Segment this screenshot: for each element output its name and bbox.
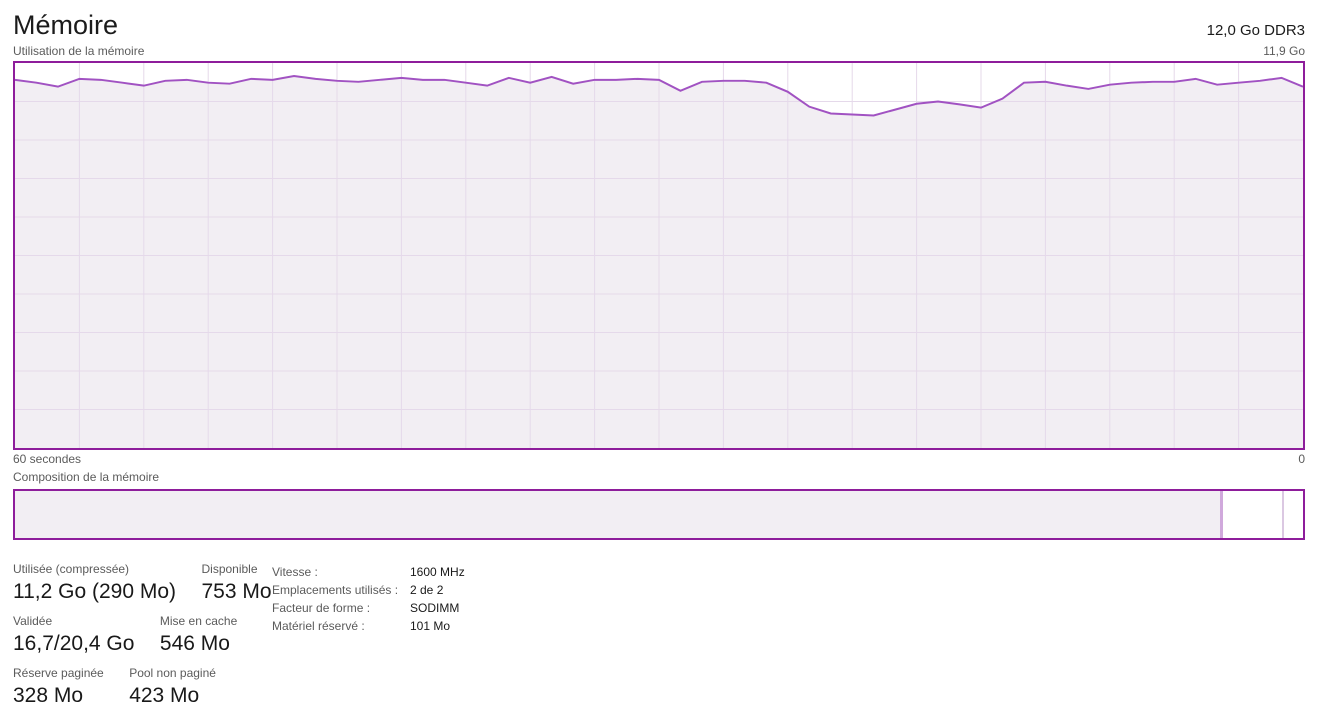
- detail-value: 1600 MHz: [410, 565, 465, 579]
- detail-label: Facteur de forme :: [272, 601, 371, 615]
- stat-value: 423 Mo: [129, 684, 200, 707]
- composition-segment-en-cours-d-utilisation: [15, 491, 1220, 538]
- composition-divider: [1281, 491, 1284, 538]
- stat-value: 328 Mo: [13, 684, 84, 707]
- memory-stats-area: Utilisée (compressée) 11,2 Go (290 Mo) D…: [13, 562, 1305, 708]
- composition-segment-libre: [1284, 491, 1303, 538]
- memory-stats: Utilisée (compressée) 11,2 Go (290 Mo) D…: [13, 562, 1305, 708]
- stat-label: Utilisée (compressée): [13, 562, 130, 576]
- stat-row: Validée 16,7/20,4 Go Mise en cache 546 M…: [13, 614, 1305, 656]
- detail-label: Matériel réservé :: [272, 619, 365, 633]
- composition-segment-en-attente: [1223, 491, 1282, 538]
- composition-label: Composition de la mémoire: [13, 470, 160, 484]
- detail-slots-used: Emplacements utilisés : 2 de 2: [272, 581, 465, 599]
- memory-capacity: 12,0 Go DDR3: [1206, 22, 1305, 39]
- memory-usage-graph[interactable]: [13, 61, 1305, 450]
- detail-label: Vitesse :: [272, 565, 318, 579]
- stat-row: Réserve paginée 328 Mo Pool non paginé 4…: [13, 666, 1305, 708]
- stat-paged-pool: Réserve paginée 328 Mo: [13, 666, 104, 708]
- memory-composition-bar[interactable]: [13, 489, 1305, 540]
- header: Mémoire 12,0 Go DDR3: [13, 6, 1305, 42]
- stat-committed: Validée 16,7/20,4 Go: [13, 614, 134, 656]
- time-axis-right-label: 0: [1298, 452, 1305, 466]
- page-title: Mémoire: [13, 10, 119, 40]
- stat-nonpaged-pool: Pool non paginé 423 Mo: [129, 666, 216, 708]
- stat-available: Disponible 753 Mo: [201, 562, 271, 604]
- usage-chart-label: Utilisation de la mémoire: [13, 44, 145, 58]
- hardware-details: Vitesse : 1600 MHz Emplacements utilisés…: [272, 563, 465, 635]
- detail-value: 101 Mo: [410, 619, 451, 633]
- detail-hardware-reserved: Matériel réservé : 101 Mo: [272, 617, 465, 635]
- usage-chart-header: Utilisation de la mémoire 11,9 Go: [13, 44, 1305, 58]
- stat-label: Réserve paginée: [13, 666, 104, 680]
- memory-usage-graph-svg: [15, 63, 1303, 448]
- stat-cached: Mise en cache 546 Mo: [160, 614, 237, 656]
- detail-form-factor: Facteur de forme : SODIMM: [272, 599, 465, 617]
- stat-value: 546 Mo: [159, 632, 230, 655]
- detail-speed: Vitesse : 1600 MHz: [272, 563, 465, 581]
- stat-label: Pool non paginé: [129, 666, 216, 680]
- detail-label: Emplacements utilisés :: [272, 583, 399, 597]
- usage-chart-max-label: 11,9 Go: [1263, 44, 1305, 58]
- detail-value: SODIMM: [410, 601, 460, 615]
- time-axis-left-label: 60 secondes: [13, 452, 82, 466]
- stat-used-compressed: Utilisée (compressée) 11,2 Go (290 Mo): [13, 562, 176, 604]
- composition-divider: [1219, 491, 1223, 538]
- time-axis: 60 secondes 0: [13, 452, 1305, 466]
- detail-value: 2 de 2: [410, 583, 444, 597]
- stat-label: Mise en cache: [159, 614, 238, 628]
- stat-value: 11,2 Go (290 Mo): [13, 580, 177, 603]
- stat-label: Validée: [13, 614, 53, 628]
- stat-label: Disponible: [201, 562, 258, 576]
- stat-row: Utilisée (compressée) 11,2 Go (290 Mo) D…: [13, 562, 1305, 604]
- stat-value: 753 Mo: [201, 580, 272, 603]
- stat-value: 16,7/20,4 Go: [13, 632, 135, 655]
